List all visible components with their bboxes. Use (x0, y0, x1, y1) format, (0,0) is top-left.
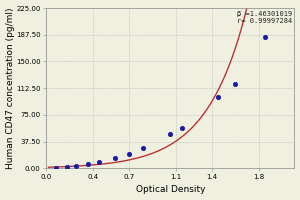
Y-axis label: Human CD47 concentration (pg/ml): Human CD47 concentration (pg/ml) (6, 7, 15, 169)
Point (262, 35, 267, 38)
Point (65, 166, 70, 169)
X-axis label: Optical Density: Optical Density (136, 185, 205, 194)
Point (180, 126, 184, 129)
Point (233, 83, 238, 86)
Point (215, 95, 220, 99)
Point (97, 160, 102, 164)
Point (141, 147, 146, 150)
Point (85, 163, 90, 166)
Point (112, 157, 117, 160)
Text: β =1.46301019
r= 0.99997284: β =1.46301019 r= 0.99997284 (237, 11, 292, 24)
Point (53, 166, 58, 170)
Point (127, 152, 131, 156)
Point (168, 133, 173, 136)
Point (73, 165, 78, 168)
